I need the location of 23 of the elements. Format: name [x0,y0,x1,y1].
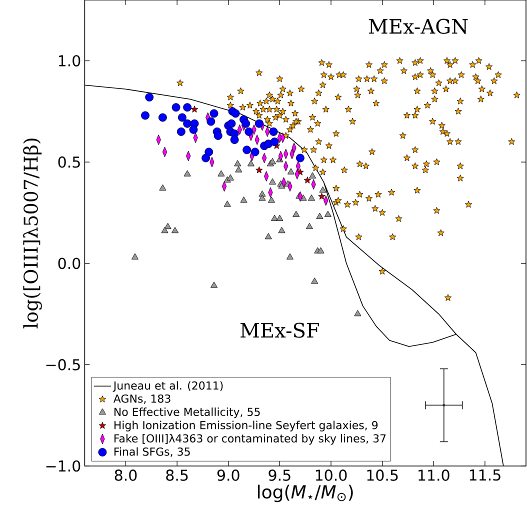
y-tick-label: 1.0 [58,55,80,66]
y-tick-label: −1.0 [46,460,80,472]
legend-label: Juneau et al. (2011) [112,381,223,392]
annotation: MEx-AGN [368,18,468,34]
annotation: MEx-SF [240,322,320,338]
legend-label: Fake [OIII]λ4363 or contaminated by sky lines, 37 [114,434,386,445]
legend-label: Final SFGs, 35 [114,447,190,457]
y-tick-label: −0.5 [46,359,80,370]
x-axis-title: log(M$_{⋆}$/M$_{⊙}$) [258,484,353,502]
x-tick-label: 10.0 [316,470,347,481]
legend-label: AGNs, 183 [113,394,170,404]
y-axis-title: log([OIII]λ5007/Hβ) [23,138,42,328]
y-tick-label: 0.0 [58,258,80,270]
y-tick-label: 0.5 [58,156,80,168]
x-tick-label: 8.0 [114,470,137,481]
x-tick-label: 10.5 [367,470,398,481]
x-tick-label: 11.0 [418,470,450,481]
legend-label: No Effective Metallicity, 55 [114,408,260,418]
legend-label: High Ionization Emission-line Seyfert galaxies, 9 [114,420,378,432]
x-tick-label: 8.5 [166,470,188,481]
x-tick-label: 11.5 [470,470,500,481]
x-tick-label: 9.0 [217,470,240,481]
x-tick-label: 9.5 [268,470,290,481]
